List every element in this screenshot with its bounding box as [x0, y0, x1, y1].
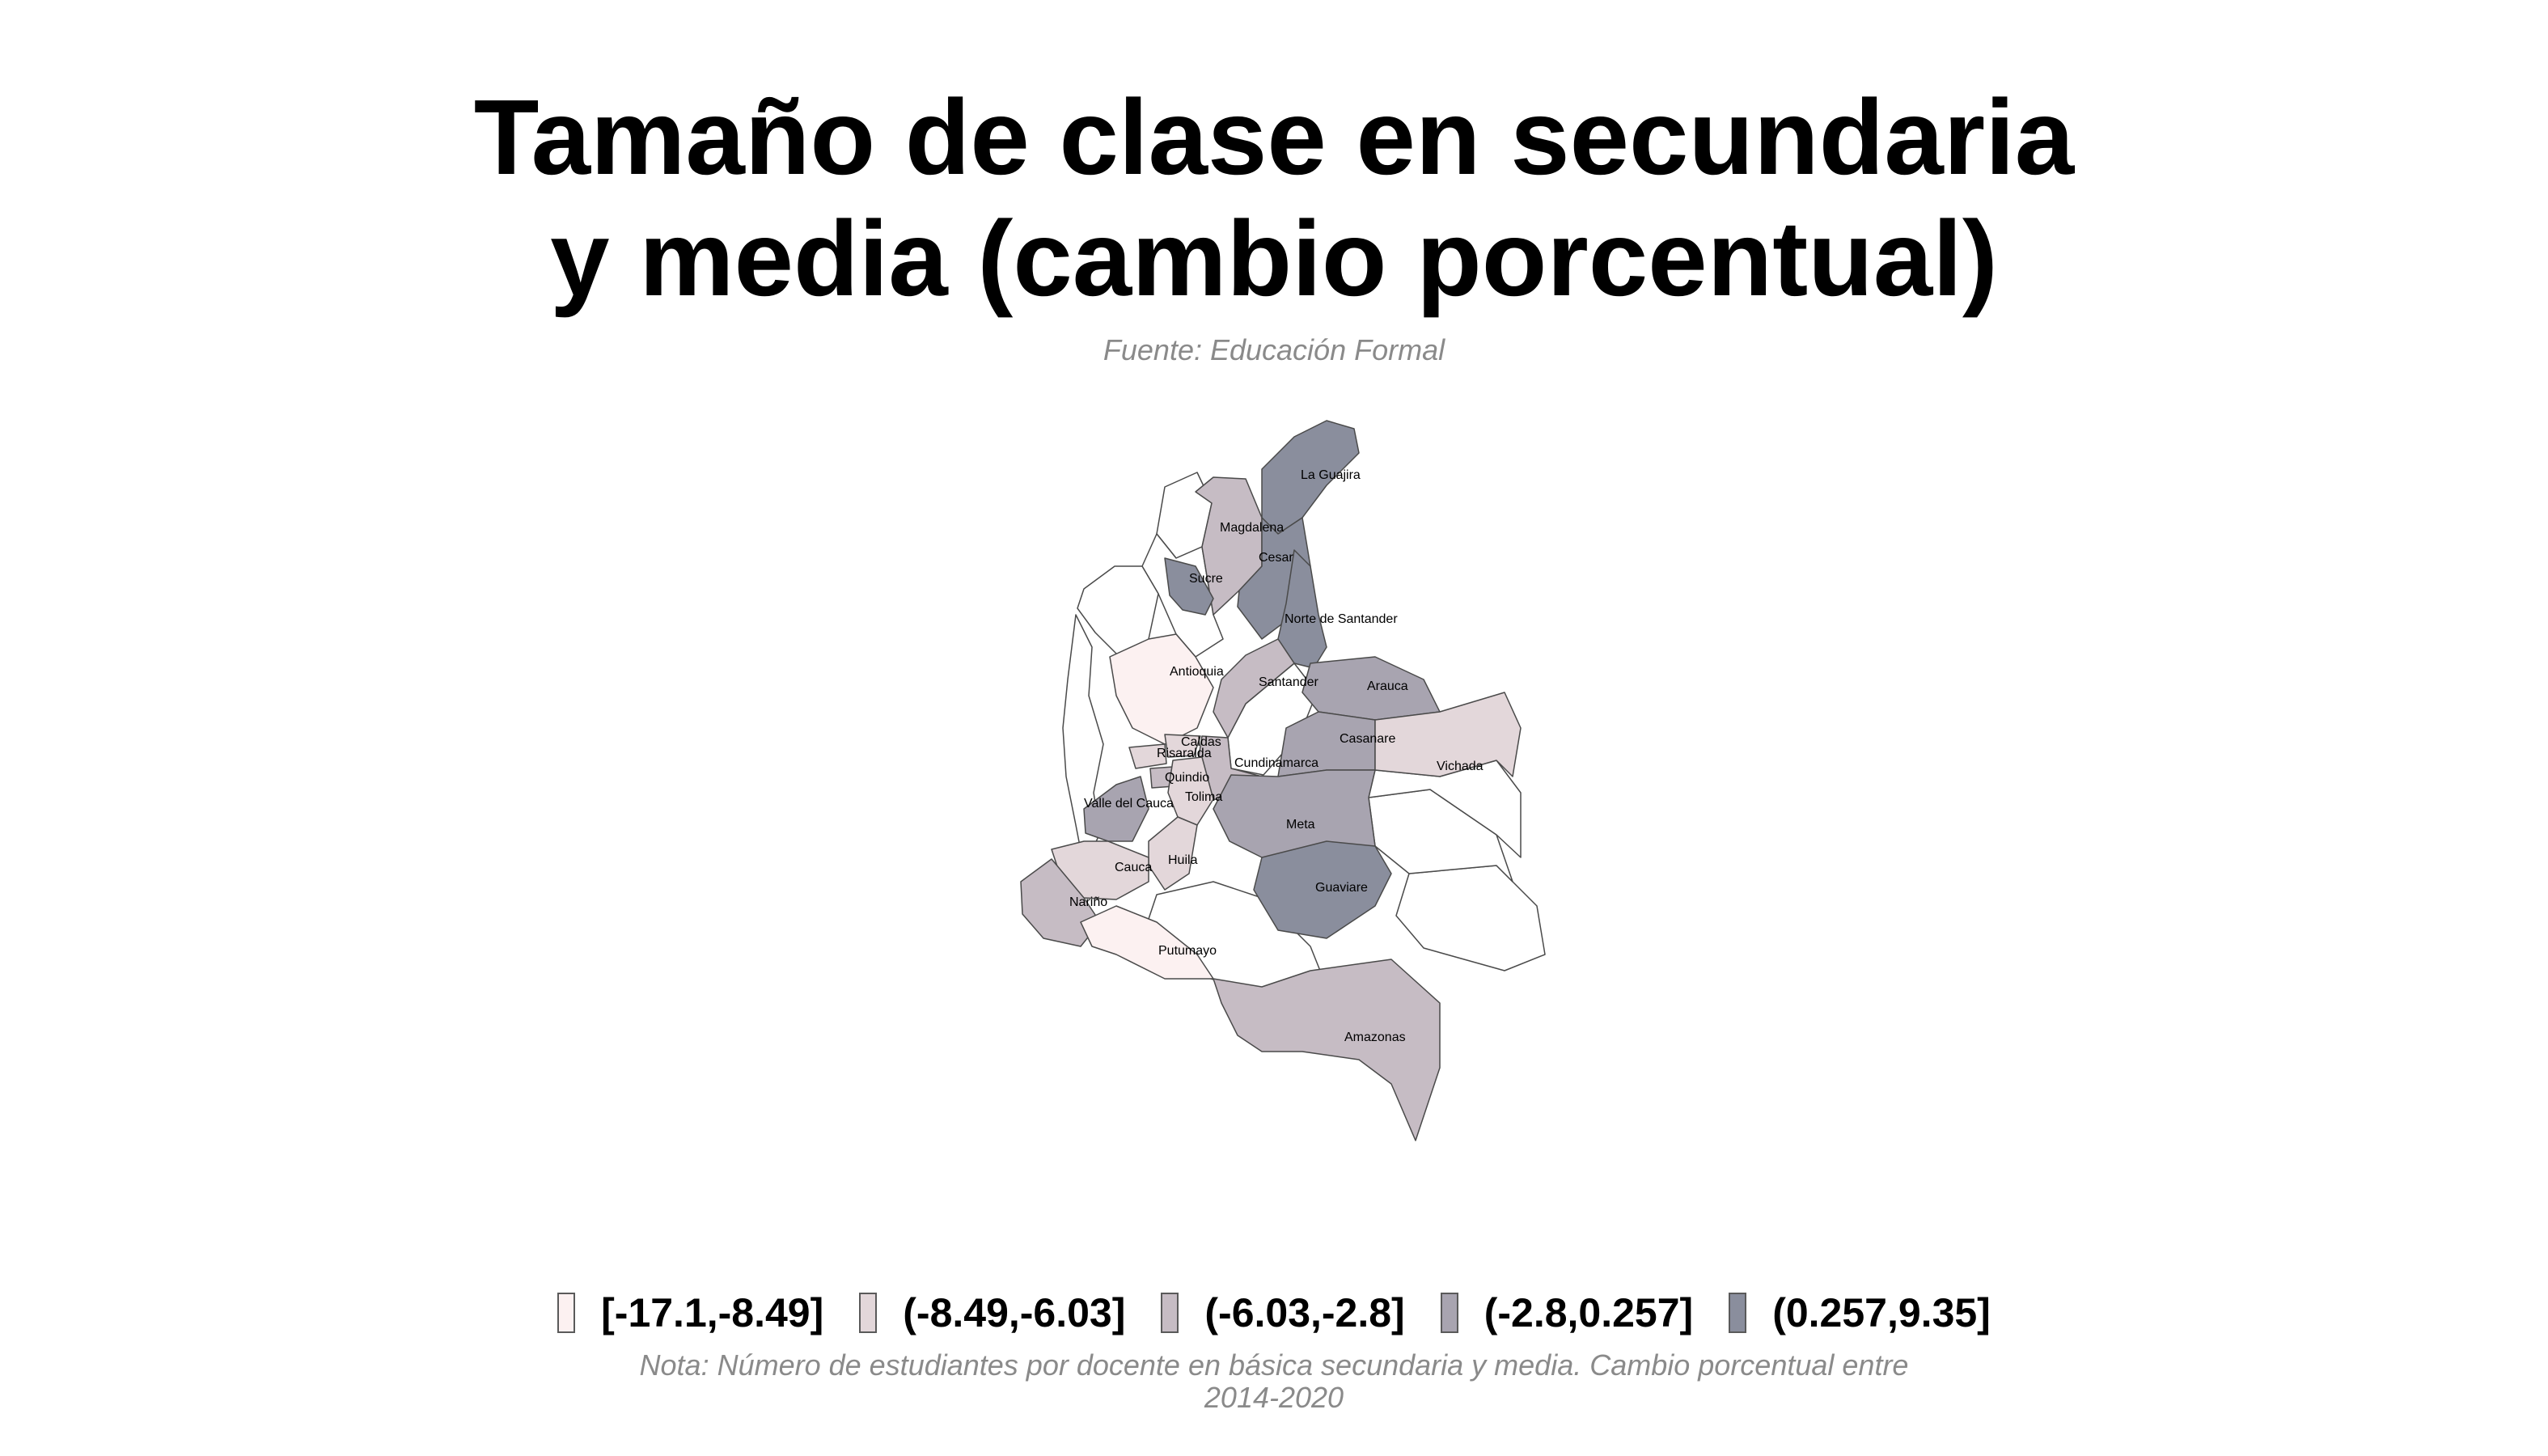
label-cauca: Cauca — [1115, 861, 1152, 874]
department-valle-del-cauca — [1083, 776, 1149, 842]
legend-item: [-17.1,-8.49] — [557, 1289, 823, 1336]
label-tolima: Tolima — [1185, 790, 1222, 804]
label-narino: Nariño — [1069, 895, 1107, 909]
label-amazonas: Amazonas — [1344, 1031, 1406, 1044]
legend-swatch — [859, 1293, 878, 1333]
label-putumayo: Putumayo — [1158, 944, 1217, 958]
legend-swatch — [1161, 1293, 1179, 1333]
legend-item: (-6.03,-2.8] — [1161, 1289, 1405, 1336]
footnote-line-1: Nota: Número de estudiantes por docente … — [639, 1348, 1909, 1382]
footnote: Nota: Número de estudiantes por docente … — [0, 1349, 2548, 1414]
department-vichada — [1374, 692, 1522, 777]
department-amazonas — [1213, 959, 1441, 1141]
legend-item: (-2.8,0.257] — [1440, 1289, 1694, 1336]
label-quindio: Quindio — [1165, 771, 1209, 785]
legend-label: (-6.03,-2.8] — [1204, 1290, 1405, 1335]
legend-swatch — [1729, 1293, 1747, 1333]
label-casanare: Casanare — [1340, 732, 1395, 746]
label-magdalena: Magdalena — [1220, 521, 1284, 535]
department-antioquia — [1109, 633, 1214, 745]
department-sucre — [1164, 557, 1214, 616]
chart-title-line-1: Tamaño de clase en secundaria — [473, 78, 2075, 197]
label-antioquia: Antioquia — [1170, 665, 1224, 679]
chart-title: Tamaño de clase en secundaria y media (c… — [0, 77, 2548, 320]
label-risaralda: Risaralda — [1157, 747, 1212, 760]
label-la-guajira: La Guajira — [1301, 468, 1361, 482]
label-meta: Meta — [1286, 818, 1315, 832]
label-vichada: Vichada — [1437, 760, 1484, 773]
label-santander: Santander — [1259, 675, 1319, 689]
label-caldas: Caldas — [1181, 735, 1221, 749]
legend-label: (0.257,9.35] — [1772, 1290, 1991, 1335]
label-cesar: Cesar — [1259, 551, 1293, 565]
department-santander — [1213, 638, 1295, 739]
department-guaviare — [1253, 840, 1392, 939]
legend-swatch — [1440, 1293, 1458, 1333]
department-risaralda — [1128, 743, 1167, 769]
department-caldas — [1164, 734, 1201, 758]
label-sucre: Sucre — [1189, 572, 1223, 586]
legend: [-17.1,-8.49] (-8.49,-6.03] (-6.03,-2.8] (-… — [0, 1285, 2548, 1341]
chart-title-line-2: y media (cambio porcentual) — [550, 199, 1998, 318]
chart-subtitle: Fuente: Educación Formal — [1103, 333, 1445, 366]
legend-label: (-2.8,0.257] — [1484, 1290, 1694, 1335]
label-huila: Huila — [1168, 853, 1198, 867]
department-unlabeled-vau — [1395, 865, 1546, 971]
footnote-line-2: 2014-2020 — [1204, 1381, 1344, 1414]
label-arauca: Arauca — [1367, 679, 1408, 693]
legend-label: [-17.1,-8.49] — [601, 1290, 824, 1335]
legend-swatch — [557, 1293, 576, 1333]
label-guaviare: Guaviare — [1315, 881, 1368, 895]
label-cundinamarca: Cundinamarca — [1234, 756, 1318, 770]
label-valle-del-cauca: Valle del Cauca — [1084, 797, 1174, 811]
legend-item: (0.257,9.35] — [1729, 1289, 1991, 1336]
legend-item: (-8.49,-6.03] — [859, 1289, 1125, 1336]
label-norte-de-santander: Norte de Santander — [1285, 612, 1398, 626]
legend-label: (-8.49,-6.03] — [903, 1290, 1126, 1335]
